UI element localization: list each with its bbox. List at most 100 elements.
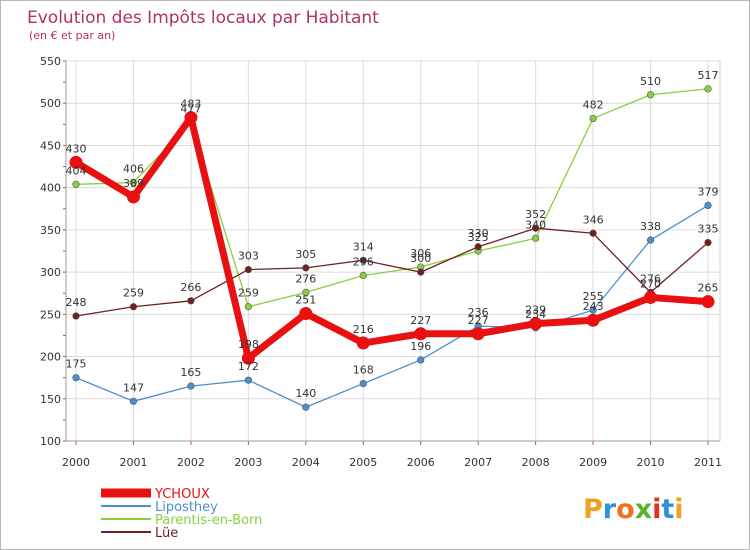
data-label-ychoux-2004: 251 — [295, 293, 316, 306]
axes: 100 150 200 250 300 350 400 450 500 550 2000 2001 20… — [40, 55, 722, 469]
data-point-liposthey-2002 — [187, 382, 195, 390]
data-point-ychoux-2003 — [241, 351, 255, 365]
data-label-lue-2003: 303 — [238, 250, 259, 263]
data-point-ychoux-2004 — [299, 306, 313, 320]
data-point-liposthey-2006 — [417, 356, 425, 364]
logo-letter: o — [616, 494, 635, 525]
x-tick-label-2003: 2003 — [234, 456, 262, 469]
data-label-lue-2000: 248 — [66, 296, 87, 309]
data-label-parentis-en-born-2011: 517 — [698, 69, 719, 82]
data-point-parentis-en-born-2008 — [532, 234, 540, 242]
data-label-liposthey-2010: 338 — [640, 220, 661, 233]
data-label-parentis-en-born-2001: 406 — [123, 163, 144, 176]
y-tick-label-300: 300 — [40, 266, 61, 279]
data-label-ychoux-2011: 265 — [698, 282, 719, 295]
data-point-liposthey-2011 — [704, 201, 712, 209]
logo-text: Proxiti — [583, 494, 684, 525]
logo-letter: i — [674, 494, 683, 525]
data-label-lue-2011: 335 — [698, 223, 719, 236]
data-point-parentis-en-born-2003 — [244, 303, 252, 311]
logo-letter: i — [652, 494, 661, 525]
y-tick-label-400: 400 — [40, 182, 61, 195]
x-tick-label-2004: 2004 — [292, 456, 320, 469]
data-point-lue-2009 — [589, 229, 597, 237]
data-point-ychoux-2010 — [644, 290, 658, 304]
data-point-ychoux-2009 — [586, 313, 600, 327]
plot-area — [65, 60, 721, 442]
data-label-ychoux-2006: 227 — [410, 314, 431, 327]
data-labels: 175 147 165 172 140 168 196 236 234 255 338 379 404 4… — [66, 69, 719, 400]
series-ychoux — [69, 111, 715, 365]
data-point-lue-2008 — [532, 224, 540, 232]
data-label-parentis-en-born-2004: 276 — [295, 272, 316, 285]
data-label-ychoux-2002: 483 — [180, 98, 201, 111]
y-tick-label-100: 100 — [40, 435, 61, 448]
y-tick-label-500: 500 — [40, 97, 61, 110]
data-point-ychoux-2005 — [356, 336, 370, 350]
series-line-ychoux — [74, 114, 709, 362]
legend-label-parentis-en-born: Parentis-en-Born — [155, 513, 262, 528]
x-tick-label-2002: 2002 — [177, 456, 205, 469]
data-point-ychoux-2000 — [69, 155, 83, 169]
x-tick-label-2001: 2001 — [119, 456, 147, 469]
data-label-lue-2006: 300 — [410, 252, 431, 265]
logo-letter: r — [603, 494, 617, 525]
data-label-lue-2002: 266 — [180, 281, 201, 294]
data-point-parentis-en-born-2004 — [302, 288, 310, 296]
y-tick-label-550: 550 — [40, 55, 61, 68]
legend-label-liposthey: Liposthey — [155, 500, 218, 515]
data-label-liposthey-2002: 165 — [180, 366, 201, 379]
x-tick-label-2008: 2008 — [522, 456, 550, 469]
series-line-lue — [75, 227, 709, 317]
data-label-lue-2008: 352 — [525, 208, 546, 221]
data-point-liposthey-2005 — [359, 379, 367, 388]
data-label-liposthey-2006: 196 — [410, 340, 431, 353]
data-point-ychoux-2001 — [126, 190, 140, 204]
data-label-liposthey-2007: 236 — [468, 306, 489, 319]
data-label-ychoux-2005: 216 — [353, 323, 374, 336]
data-point-parentis-en-born-2010 — [646, 91, 655, 99]
data-label-parentis-en-born-2002: 477 — [180, 103, 201, 116]
data-point-ychoux-2011 — [701, 295, 715, 309]
series-lines — [69, 85, 715, 411]
data-point-liposthey-2010 — [646, 236, 655, 244]
data-point-lue-2007 — [474, 243, 482, 251]
data-label-lue-2001: 259 — [123, 287, 144, 300]
data-label-parentis-en-born-2005: 296 — [353, 255, 374, 268]
data-label-parentis-en-born-2007: 325 — [468, 231, 489, 244]
data-label-liposthey-2004: 140 — [295, 387, 316, 400]
y-tick-label-200: 200 — [40, 351, 61, 364]
data-point-liposthey-2001 — [129, 397, 138, 405]
data-label-liposthey-2003: 172 — [238, 360, 259, 373]
data-point-lue-2011 — [704, 238, 712, 247]
legend-label-lue: Lüe — [155, 526, 178, 541]
data-point-parentis-en-born-2001 — [129, 179, 138, 187]
y-tick-label-250: 250 — [40, 308, 61, 321]
x-tick-label-2011: 2011 — [694, 456, 722, 469]
data-label-liposthey-2005: 168 — [353, 364, 374, 377]
data-point-liposthey-2009 — [589, 306, 597, 314]
data-point-ychoux-2007 — [471, 327, 485, 341]
data-label-lue-2010: 276 — [640, 272, 661, 285]
data-label-ychoux-2000: 430 — [66, 142, 87, 155]
data-point-lue-2001 — [129, 303, 138, 311]
data-point-liposthey-2004 — [302, 403, 310, 411]
data-point-lue-2006 — [417, 268, 425, 276]
data-label-ychoux-2007: 227 — [468, 314, 489, 327]
data-point-parentis-en-born-2000 — [72, 180, 80, 188]
data-point-ychoux-2006 — [414, 327, 428, 341]
data-label-ychoux-2001: 389 — [123, 177, 144, 190]
data-label-liposthey-2009: 255 — [583, 290, 604, 303]
x-tick-label-2000: 2000 — [62, 456, 90, 469]
data-point-lue-2000 — [72, 312, 80, 320]
y-tick-label-150: 150 — [40, 393, 61, 406]
data-point-liposthey-2000 — [72, 374, 80, 382]
data-point-lue-2003 — [244, 265, 252, 274]
x-tick-label-2005: 2005 — [349, 456, 377, 469]
data-label-lue-2004: 305 — [295, 248, 316, 261]
logo-letter: t — [661, 494, 674, 525]
data-point-ychoux-2002 — [184, 111, 198, 125]
logo-letter: x — [635, 494, 652, 525]
